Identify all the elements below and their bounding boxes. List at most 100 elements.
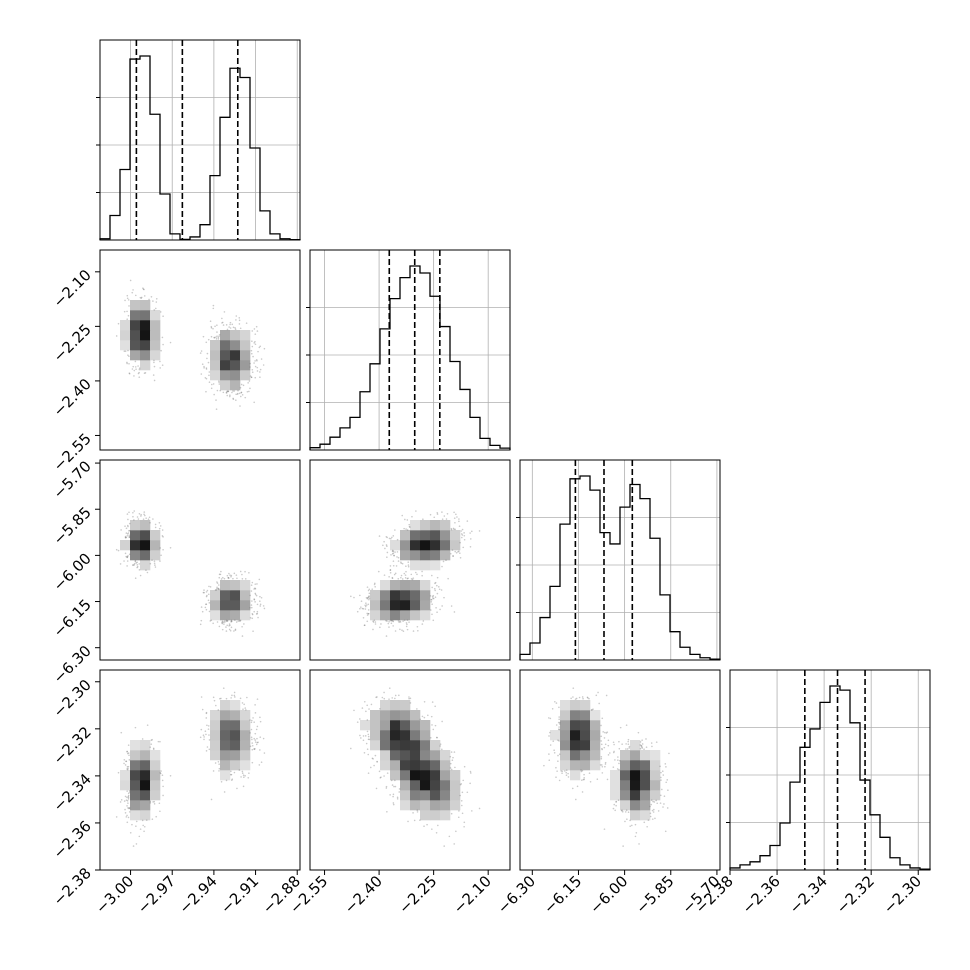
sample-point	[375, 787, 378, 790]
sample-point	[263, 347, 266, 350]
sample-point	[124, 812, 127, 814]
sample-point	[621, 811, 624, 813]
sample-point	[580, 769, 582, 771]
sample-point	[403, 619, 406, 622]
sample-point	[612, 807, 615, 810]
sample-point	[649, 815, 652, 818]
sample-point	[225, 697, 228, 700]
sample-point	[362, 607, 365, 610]
sample-point	[385, 635, 388, 637]
density-cell	[220, 760, 231, 771]
sample-point	[557, 754, 559, 757]
sample-point	[353, 709, 355, 712]
sample-point	[159, 547, 161, 549]
sample-point	[406, 529, 409, 531]
density-cell	[130, 350, 141, 361]
density-cell	[130, 310, 141, 321]
sample-point	[462, 546, 465, 549]
sample-point	[129, 279, 132, 282]
sample-point	[235, 393, 237, 396]
sample-point	[125, 816, 128, 818]
sample-point	[664, 763, 667, 765]
density-cell	[430, 540, 441, 551]
sample-point	[363, 751, 366, 754]
sample-point	[627, 743, 630, 745]
density-cell	[130, 760, 141, 771]
density-cell	[140, 330, 151, 341]
sample-point	[127, 807, 129, 809]
sample-point	[253, 748, 256, 751]
density-cell	[430, 550, 441, 561]
sample-point	[249, 616, 252, 619]
sample-point	[235, 574, 238, 576]
sample-point	[153, 560, 156, 562]
sample-point	[558, 716, 560, 718]
sample-point	[379, 626, 381, 629]
sample-point	[558, 753, 561, 756]
sample-point	[154, 307, 157, 310]
sample-point	[601, 764, 603, 766]
sample-point	[615, 800, 618, 803]
sample-point	[416, 809, 419, 812]
sample-point	[254, 739, 257, 741]
sample-point	[394, 551, 396, 553]
density-cell	[150, 330, 161, 341]
sample-point	[463, 532, 465, 534]
sample-point	[558, 740, 560, 742]
sample-point	[457, 816, 460, 819]
density-cell	[410, 530, 421, 541]
sample-point	[221, 622, 224, 625]
sample-point	[590, 709, 593, 711]
sample-point	[133, 564, 136, 566]
density-cell	[400, 600, 411, 611]
density-cell	[220, 700, 231, 711]
sample-point	[371, 588, 374, 590]
sample-point	[134, 294, 137, 297]
sample-point	[126, 533, 129, 535]
sample-point	[252, 630, 254, 633]
density-cell	[630, 780, 641, 791]
sample-point	[133, 510, 136, 512]
sample-point	[254, 592, 257, 595]
sample-point	[127, 752, 130, 754]
sample-point	[449, 552, 452, 555]
density-cell	[130, 530, 141, 541]
sample-point	[133, 375, 135, 377]
sample-point	[152, 801, 154, 803]
sample-point	[469, 772, 472, 774]
density-cell	[410, 750, 421, 761]
density-cell	[410, 720, 421, 731]
sample-point	[365, 710, 367, 713]
sample-point	[207, 725, 210, 727]
density-cell	[220, 590, 231, 601]
sample-point	[601, 765, 604, 768]
sample-point	[391, 576, 394, 579]
sample-point	[213, 699, 216, 702]
sample-point	[606, 731, 609, 733]
sample-point	[561, 772, 563, 774]
density-cell	[640, 760, 651, 771]
y-tick-label: −2.30	[50, 676, 95, 721]
sample-point	[389, 565, 392, 567]
density-cell	[140, 340, 151, 351]
sample-point	[366, 719, 369, 721]
sample-point	[400, 562, 403, 565]
sample-point	[653, 808, 655, 811]
sample-point	[221, 620, 224, 623]
y-tick-label: −2.36	[50, 817, 95, 862]
sample-point	[653, 801, 656, 803]
sample-point	[359, 607, 361, 610]
density-cell	[620, 780, 631, 791]
sample-point	[248, 571, 250, 574]
sample-point	[249, 719, 251, 721]
sample-point	[259, 600, 261, 602]
sample-point	[138, 512, 141, 515]
sample-point	[367, 612, 370, 615]
y-tick-label: −2.34	[50, 770, 95, 815]
sample-point	[140, 515, 142, 517]
sample-point	[204, 376, 207, 379]
sample-point	[469, 546, 472, 548]
density-cell	[230, 600, 241, 611]
density-cell	[380, 610, 391, 621]
sample-point	[235, 319, 237, 321]
